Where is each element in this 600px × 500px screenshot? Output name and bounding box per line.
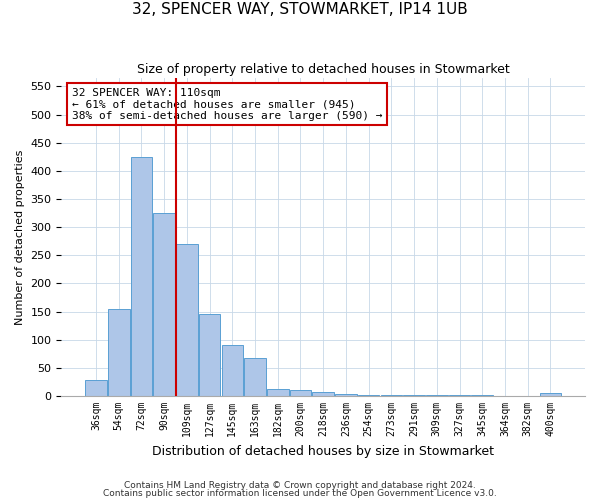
X-axis label: Distribution of detached houses by size in Stowmarket: Distribution of detached houses by size … [152,444,494,458]
Bar [335,394,357,396]
Text: 32, SPENCER WAY, STOWMARKET, IP14 1UB: 32, SPENCER WAY, STOWMARKET, IP14 1UB [132,2,468,18]
Bar [154,213,175,396]
Bar [108,309,130,396]
Bar [176,244,197,396]
Bar [131,157,152,396]
Bar [380,395,402,396]
Bar [85,380,107,396]
Text: Contains public sector information licensed under the Open Government Licence v3: Contains public sector information licen… [103,489,497,498]
Y-axis label: Number of detached properties: Number of detached properties [15,150,25,324]
Text: Contains HM Land Registry data © Crown copyright and database right 2024.: Contains HM Land Registry data © Crown c… [124,480,476,490]
Bar [313,392,334,396]
Bar [221,346,243,396]
Bar [290,390,311,396]
Bar [244,358,266,396]
Bar [539,393,561,396]
Text: 32 SPENCER WAY: 110sqm
← 61% of detached houses are smaller (945)
38% of semi-de: 32 SPENCER WAY: 110sqm ← 61% of detached… [72,88,382,121]
Bar [267,388,289,396]
Bar [358,395,379,396]
Title: Size of property relative to detached houses in Stowmarket: Size of property relative to detached ho… [137,62,509,76]
Bar [199,314,220,396]
